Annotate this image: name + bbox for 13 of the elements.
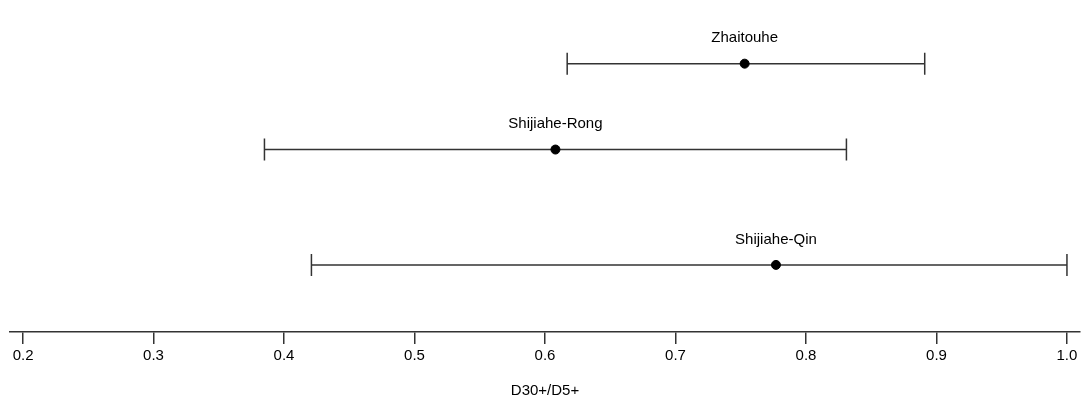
- x-axis-title: D30+/D5+: [510, 381, 580, 399]
- annotation: Shijiahe-Rong: [508, 114, 603, 132]
- annotation: Zhaitouhe: [711, 28, 779, 46]
- x-tick-label: 0.7: [665, 346, 686, 364]
- x-tick-label: 0.2: [12, 346, 34, 364]
- x-tick-label: 1.0: [1056, 346, 1078, 364]
- x-tick-label: 0.9: [926, 346, 947, 364]
- x-tick-label: 0.5: [404, 346, 425, 364]
- annotation: Shijiahe-Qin: [735, 229, 817, 247]
- x-tick-label: 0.4: [273, 346, 295, 364]
- x-tick-label: 0.6: [534, 346, 556, 364]
- x-tick-label: 0.8: [795, 346, 817, 364]
- x-tick-label: 0.3: [143, 346, 164, 364]
